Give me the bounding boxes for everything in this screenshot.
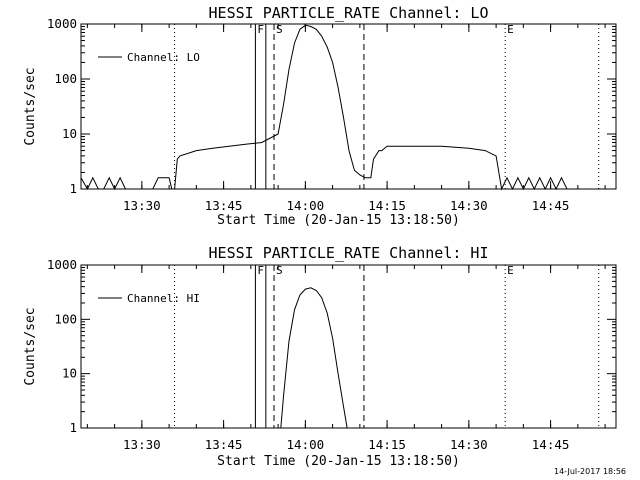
series-line <box>80 24 616 191</box>
y-tick-label: 100 <box>54 311 77 326</box>
x-tick-label: 14:15 <box>368 198 406 213</box>
y-tick-label: 100 <box>54 71 77 86</box>
time-marker-label: E <box>507 264 514 277</box>
chart-panel-1: HESSI PARTICLE_RATE Channel: LO 13:30 13:4… <box>23 4 617 228</box>
y-axis-label: Counts/sec <box>23 307 38 385</box>
y-tick-label: 1000 <box>47 16 77 31</box>
y-tick-label: 1000 <box>47 257 77 272</box>
plot-frame <box>80 23 617 190</box>
time-marker-label: F <box>257 264 264 277</box>
x-tick-label: 14:30 <box>450 198 488 213</box>
series-line <box>280 287 348 429</box>
x-tick-label: 14:45 <box>532 198 570 213</box>
time-marker-label: S <box>276 23 283 36</box>
x-tick-label: 14:15 <box>368 437 406 452</box>
chart-title: HESSI PARTICLE_RATE Channel: LO <box>209 4 489 22</box>
chart-panel-2: HESSI PARTICLE_RATE Channel: HI 13:30 13:4… <box>23 244 617 469</box>
x-tick-label: 14:30 <box>450 437 488 452</box>
x-tick-label: 14:00 <box>287 437 325 452</box>
y-tick-label: 1 <box>69 181 77 196</box>
footer-date: 14-Jul-2017 18:56 <box>553 467 626 476</box>
y-tick-label: 10 <box>62 126 77 141</box>
x-tick-label: 14:45 <box>532 437 570 452</box>
x-tick-label: 13:30 <box>123 198 161 213</box>
time-marker-label: S <box>276 264 283 277</box>
chart-title: HESSI PARTICLE_RATE Channel: HI <box>209 244 489 262</box>
y-tick-label: 1 <box>69 420 77 435</box>
plot-frame <box>80 264 617 429</box>
y-axis-label: Counts/sec <box>23 67 38 145</box>
time-marker-label: E <box>507 23 514 36</box>
time-marker-label: F <box>257 23 264 36</box>
x-tick-label: 13:45 <box>205 198 243 213</box>
y-tick-label: 10 <box>62 366 77 381</box>
legend-label: Channel: HI <box>127 292 200 305</box>
x-tick-label: 14:00 <box>287 198 325 213</box>
x-axis-label: Start Time (20-Jan-15 13:18:50) <box>217 454 460 469</box>
x-tick-label: 13:45 <box>205 437 243 452</box>
x-axis-label: Start Time (20-Jan-15 13:18:50) <box>217 213 460 228</box>
x-tick-label: 13:30 <box>123 437 161 452</box>
legend-label: Channel: LO <box>127 51 200 64</box>
